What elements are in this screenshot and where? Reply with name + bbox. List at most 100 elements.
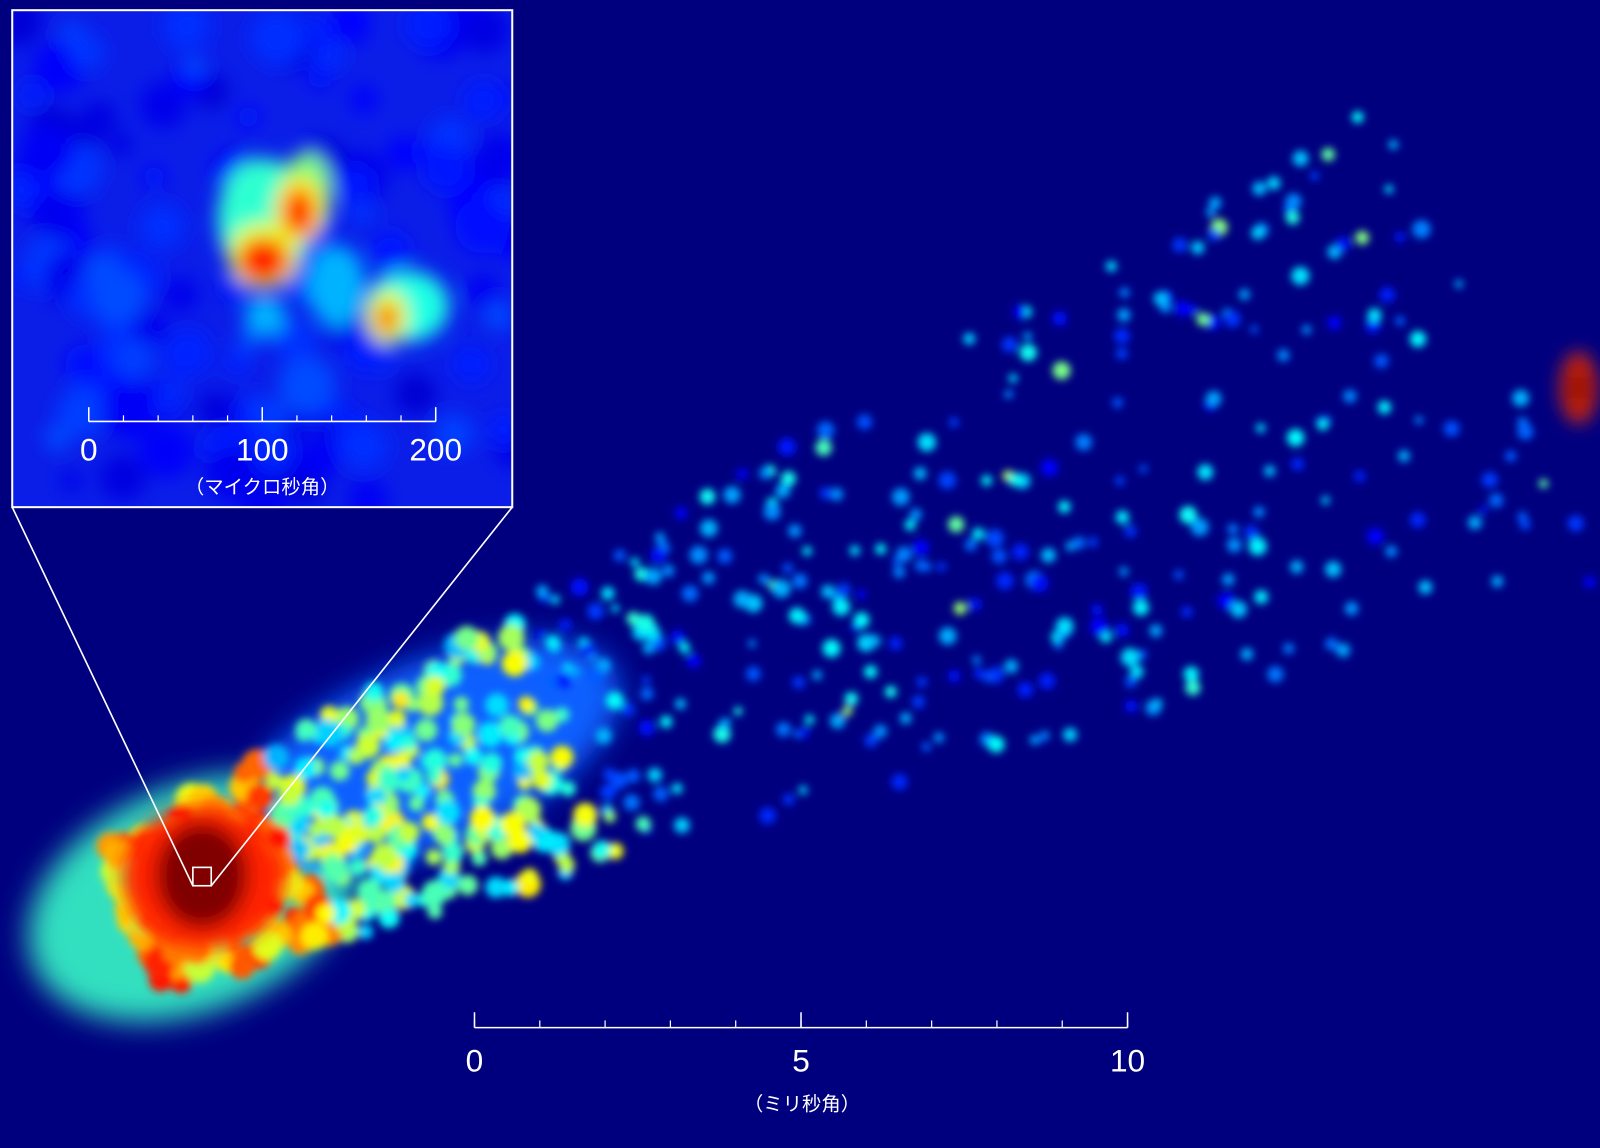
emission-blob bbox=[554, 707, 570, 723]
emission-blob bbox=[1248, 537, 1267, 556]
zoom-lines bbox=[11, 506, 513, 887]
emission-blob bbox=[1008, 472, 1022, 487]
emission-blob bbox=[675, 698, 686, 710]
emission-blob bbox=[1301, 325, 1312, 335]
emission-blob bbox=[322, 814, 346, 838]
emission-blob bbox=[1467, 515, 1482, 530]
inset-blob bbox=[244, 295, 286, 337]
inset-blob bbox=[108, 132, 133, 156]
emission-blob bbox=[985, 529, 1004, 548]
emission-blob bbox=[1412, 220, 1431, 239]
emission-blob bbox=[1395, 316, 1405, 326]
emission-blob bbox=[899, 712, 912, 725]
emission-blob bbox=[246, 783, 274, 811]
inset-blob bbox=[139, 203, 185, 250]
inset-peak bbox=[283, 189, 315, 235]
emission-blob bbox=[972, 527, 985, 540]
emission-blob bbox=[713, 725, 731, 743]
inset-blob bbox=[92, 270, 146, 324]
inset-blob bbox=[349, 199, 376, 226]
emission-blob bbox=[842, 706, 853, 717]
emission-blob bbox=[265, 772, 283, 790]
emission-blob bbox=[523, 653, 540, 671]
emission-blob bbox=[454, 626, 479, 651]
emission-blob bbox=[1291, 266, 1310, 286]
emission-blob bbox=[408, 795, 425, 812]
emission-blob bbox=[1058, 500, 1071, 513]
emission-blob bbox=[421, 880, 448, 907]
emission-blob bbox=[1075, 433, 1093, 451]
emission-blob bbox=[1253, 506, 1265, 518]
emission-blob bbox=[252, 930, 283, 961]
inset-blob bbox=[304, 15, 329, 41]
emission-blob bbox=[948, 516, 965, 533]
emission-blob bbox=[867, 634, 881, 648]
emission-blob bbox=[758, 573, 770, 585]
inset-blob bbox=[114, 338, 155, 380]
inset-blob bbox=[100, 454, 146, 501]
inset-scale-unit: （マイクロ秒角） bbox=[185, 475, 340, 498]
emission-blob bbox=[448, 752, 463, 768]
emission-blob bbox=[816, 421, 835, 439]
emission-blob bbox=[580, 642, 595, 657]
emission-blob bbox=[1384, 184, 1394, 194]
emission-blob bbox=[916, 676, 928, 688]
emission-blob bbox=[535, 709, 559, 732]
emission-blob bbox=[451, 712, 476, 737]
emission-blob bbox=[1505, 450, 1517, 462]
emission-blob bbox=[904, 519, 916, 531]
emission-blob bbox=[278, 783, 301, 807]
emission-blob bbox=[1124, 675, 1137, 688]
inset-blob bbox=[142, 165, 166, 189]
emission-blob bbox=[1173, 570, 1184, 580]
emission-blob bbox=[938, 471, 957, 490]
emission-blob bbox=[545, 635, 561, 651]
emission-blob bbox=[401, 734, 417, 751]
emission-blob bbox=[1205, 390, 1222, 407]
zoom-line bbox=[11, 506, 194, 887]
emission-blob bbox=[821, 584, 836, 599]
emission-blob bbox=[830, 487, 844, 501]
emission-blob bbox=[1367, 308, 1382, 323]
inset-blob bbox=[13, 268, 27, 290]
emission-blob bbox=[1208, 196, 1222, 210]
emission-blob bbox=[689, 545, 708, 565]
emission-blob bbox=[884, 685, 897, 698]
emission-blob bbox=[1267, 176, 1281, 190]
emission-blob bbox=[1336, 236, 1351, 252]
emission-blob bbox=[1519, 519, 1531, 530]
emission-blob bbox=[457, 874, 479, 896]
emission-blob bbox=[550, 745, 574, 769]
inset-blob bbox=[236, 331, 259, 355]
inset-blob bbox=[322, 147, 345, 170]
emission-blob bbox=[981, 475, 992, 486]
emission-blob bbox=[776, 722, 791, 737]
emission-blob bbox=[938, 627, 957, 645]
emission-blob bbox=[347, 747, 365, 765]
inset-blob bbox=[139, 423, 194, 478]
emission-blob bbox=[911, 695, 925, 709]
emission-blob bbox=[778, 437, 796, 456]
emission-blob bbox=[1055, 617, 1074, 636]
inset-blob bbox=[220, 273, 249, 302]
inset-blob bbox=[483, 301, 512, 331]
inset-blob bbox=[451, 344, 491, 384]
emission-blob bbox=[1115, 476, 1125, 486]
emission-blob bbox=[1414, 415, 1424, 425]
emission-blob bbox=[481, 752, 503, 774]
emission-blob bbox=[415, 783, 431, 799]
emission-blob bbox=[792, 573, 808, 589]
emission-blob bbox=[832, 598, 851, 616]
emission-blob bbox=[1488, 493, 1504, 508]
inset-blob bbox=[332, 11, 371, 39]
emission-blob bbox=[1344, 601, 1359, 616]
emission-blob bbox=[1053, 640, 1063, 650]
emission-blob bbox=[654, 532, 666, 543]
emission-blob bbox=[1090, 617, 1109, 636]
emission-blob bbox=[374, 890, 397, 912]
emission-blob bbox=[453, 696, 469, 712]
emission-blob bbox=[570, 578, 589, 597]
emission-blob bbox=[1151, 698, 1163, 710]
emission-blob bbox=[892, 488, 910, 506]
